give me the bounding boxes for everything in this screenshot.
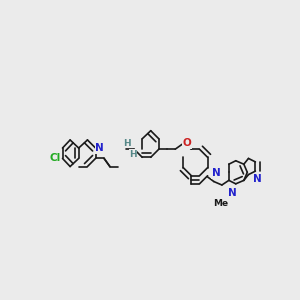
Text: N: N — [228, 188, 237, 198]
Text: H: H — [123, 139, 131, 148]
Text: Me: Me — [213, 199, 228, 208]
Text: H: H — [129, 150, 137, 159]
Text: N: N — [253, 174, 262, 184]
Text: Cl: Cl — [49, 153, 61, 164]
Text: O: O — [183, 138, 192, 148]
Text: N: N — [212, 168, 220, 178]
Text: N: N — [95, 143, 104, 153]
